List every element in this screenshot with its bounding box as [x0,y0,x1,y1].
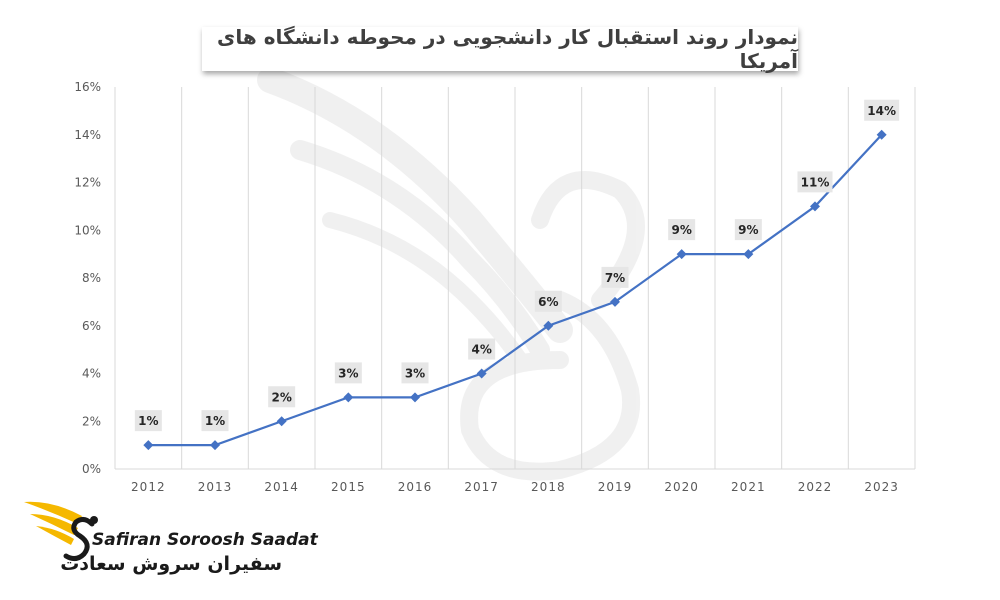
data-label: 11% [801,175,830,189]
data-point [210,440,220,451]
x-tick-label: 2017 [464,480,499,494]
x-tick-label: 2014 [264,480,299,494]
series-layer [143,129,887,451]
chart-title: نمودار روند استقبال کار دانشجویی در محوط… [202,25,798,73]
x-tick-label: 2023 [864,480,899,494]
data-label: 9% [738,223,758,237]
label-layer: 1% 1% 2% 3% 3% 4% 6% 7% 9% 9% 11% 14% [134,99,900,432]
data-label-box [668,219,696,241]
data-point [743,249,754,260]
data-point [676,249,687,260]
x-tick-label: 2016 [398,480,433,494]
data-label-box [134,410,162,432]
data-label: 3% [405,366,425,380]
data-label: 14% [867,104,896,118]
y-tick-label: 12% [74,176,101,190]
data-label-box [864,99,900,121]
grid-layer [114,87,916,469]
x-tick-label: 2019 [598,480,633,494]
y-tick-label: 14% [74,128,101,142]
x-tick-label: 2021 [731,480,766,494]
data-point [343,392,354,403]
y-tick-label: 8% [82,271,101,285]
winged-s-logo-icon [24,501,98,562]
data-point [143,440,154,451]
data-point [476,368,487,379]
axis-layer: 0% 2% 4% 6% 8% 10% 12% 14% 16% 2012 2013 2014 2015 20… [74,80,915,494]
data-label: 3% [338,366,358,380]
data-point [543,320,554,331]
y-tick-label: 2% [82,414,101,428]
x-tick-label: 2013 [198,480,233,494]
data-label-box [401,362,429,384]
x-tick-label: 2020 [664,480,699,494]
x-tick-label: 2012 [131,480,166,494]
brand-name-fa: سفیران سروش سعادت [60,553,282,575]
data-label-box [797,171,833,193]
data-label-box [534,290,562,312]
data-label: 1% [138,414,158,428]
x-tick-label: 2018 [531,480,566,494]
data-point [610,296,620,307]
data-label-box [468,338,496,360]
data-label-box [601,266,629,288]
x-tick-label: 2022 [798,480,833,494]
y-tick-label: 4% [82,367,101,381]
data-label: 1% [205,414,225,428]
data-label-box [334,362,362,384]
data-point [876,129,887,140]
data-label: 9% [671,223,691,237]
series-line [148,134,883,447]
y-tick-label: 6% [82,319,101,333]
data-label: 6% [538,295,558,309]
data-label-box [201,410,229,432]
data-label-box [268,386,296,408]
data-point [410,392,420,403]
brand-name-en: Safiran Soroosh Saadat [92,530,318,550]
y-tick-label: 16% [74,80,101,94]
data-point [276,416,287,427]
x-tick-label: 2015 [331,480,366,494]
data-point [810,201,820,212]
y-tick-label: 0% [82,462,101,476]
y-tick-label: 10% [74,223,101,237]
data-label: 7% [605,271,625,285]
data-label-box [734,219,762,241]
data-label: 2% [271,390,291,404]
data-label: 4% [471,343,491,357]
